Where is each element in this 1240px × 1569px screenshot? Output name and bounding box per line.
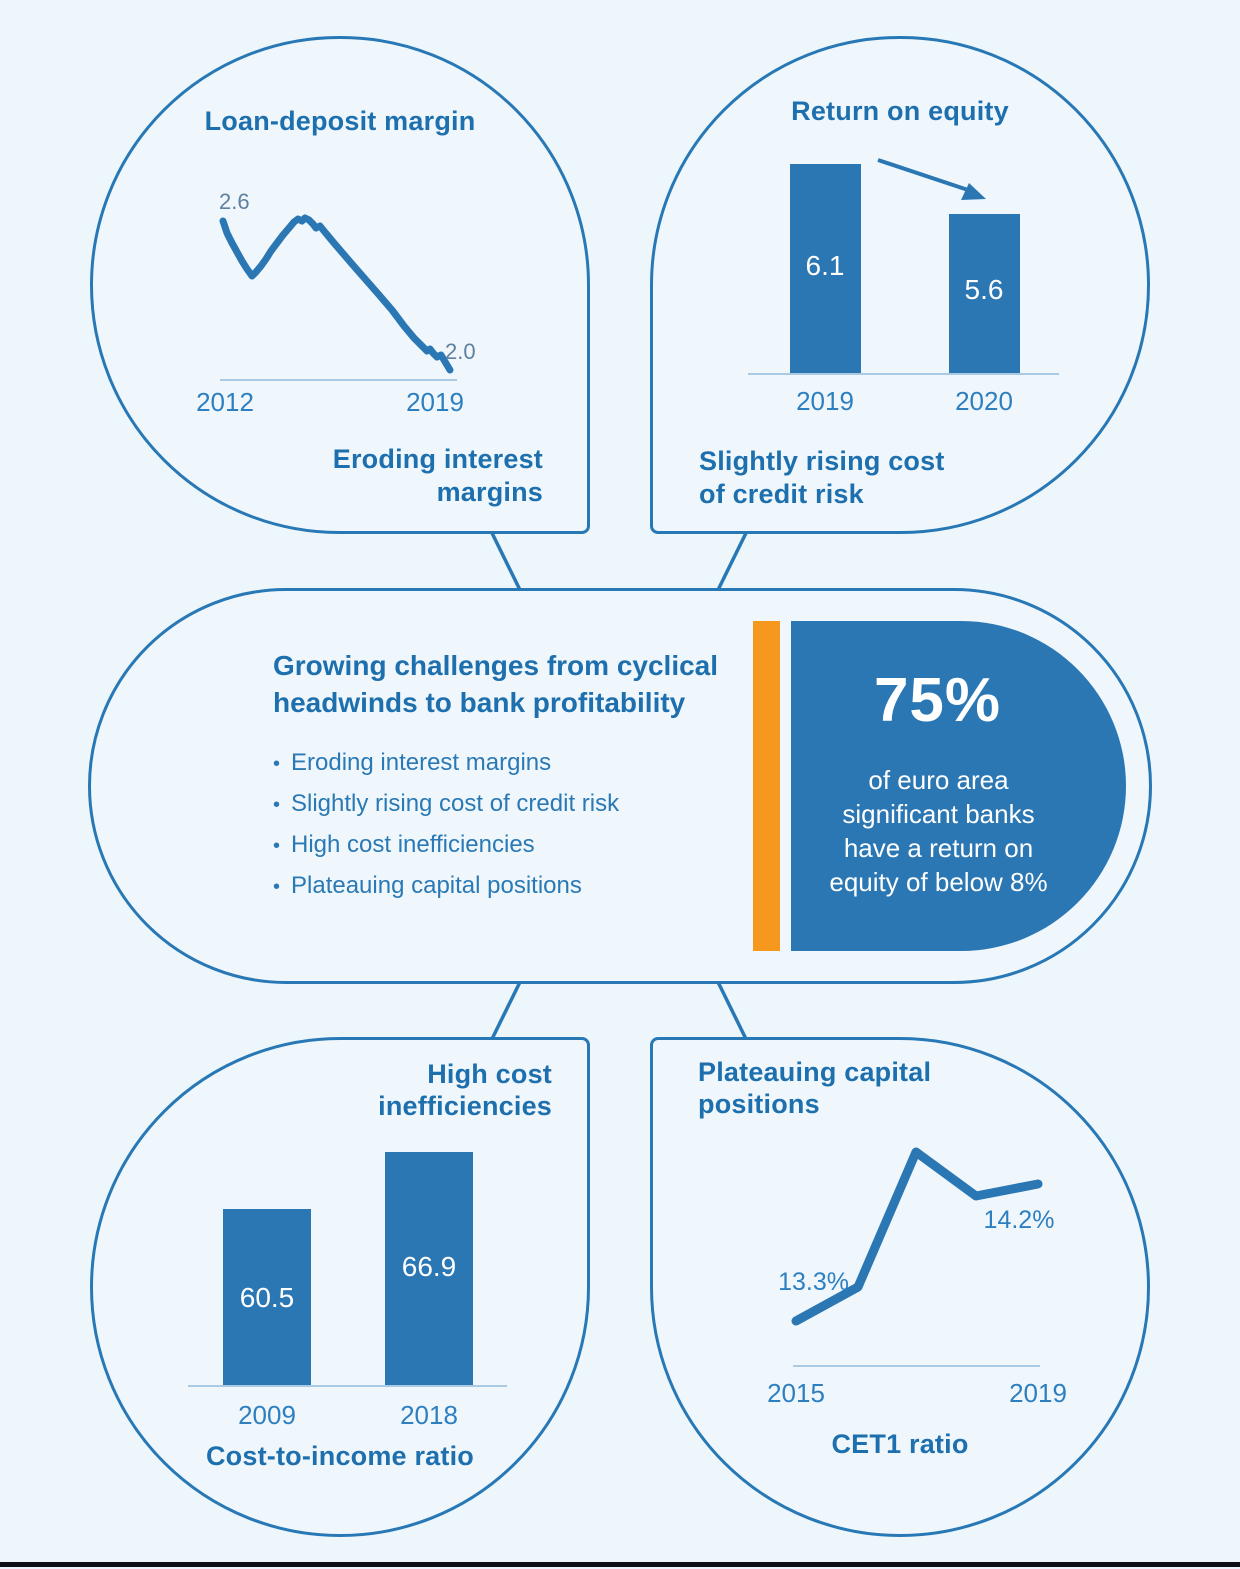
loan-deposit-tick-2012: 2012 (196, 387, 254, 417)
loan-deposit-line (219, 214, 454, 374)
bullet-dot-icon: • (273, 835, 281, 857)
bullet-capital-positions: • Plateauing capital positions (273, 866, 619, 907)
stat-description-line2: significant banks (842, 799, 1035, 829)
bubble-capital-positions: Plateauing capital positions 13.3% 14.2%… (650, 1037, 1150, 1537)
roe-bar-2019 (790, 164, 861, 374)
capital-title-line2: positions (698, 1089, 820, 1119)
bubble-loan-deposit-margin: Loan-deposit margin 2.6 2.0 2012 2019 Er… (90, 36, 590, 534)
capital-title: Plateauing capital positions (698, 1056, 931, 1120)
bubble-cost-inefficiencies: High cost inefficiencies 60.5 66.9 2009 … (90, 1037, 590, 1537)
roe-bar-2020-value: 5.6 (965, 274, 1004, 305)
roe-caption: Slightly rising cost of credit risk (699, 445, 945, 511)
cost-tick-2018: 2018 (400, 1400, 458, 1430)
center-title-line2: headwinds to bank profitability (273, 687, 686, 718)
stat-description-line3: have a return on (843, 833, 1034, 863)
orange-accent-bar (753, 621, 780, 951)
roe-caption-line2: of credit risk (699, 479, 864, 509)
loan-deposit-end-value: 2.0 (445, 339, 476, 364)
stat-value: 75% (873, 666, 1002, 735)
stat-description-line4: equity of below 8% (829, 867, 1048, 897)
cost-tick-2009: 2009 (238, 1400, 296, 1430)
bullet-dot-icon: • (273, 753, 281, 775)
roe-arrow-head (961, 183, 986, 200)
bubble-return-on-equity: Return on equity 6.1 5.6 2019 2020 Sligh… (650, 36, 1150, 534)
loan-deposit-caption: Eroding interest margins (333, 443, 543, 509)
center-title: Growing challenges from cyclical headwin… (273, 647, 718, 721)
cost-bar-2009 (223, 1209, 311, 1386)
center-summary-panel: Growing challenges from cyclical headwin… (88, 588, 1152, 984)
loan-deposit-title: Loan-deposit margin (204, 106, 476, 136)
bullet-eroding-margins: • Eroding interest margins (273, 743, 619, 784)
cost-title: High cost inefficiencies (378, 1058, 552, 1122)
capital-title-line1: Plateauing capital (698, 1057, 932, 1087)
bullet-dot-icon: • (273, 876, 281, 898)
cet1-line-chart: 13.3% 14.2% 2015 2019 (767, 1147, 1067, 1408)
connector-top-left (490, 532, 522, 591)
stat-description-line1: of euro area (868, 765, 1009, 795)
connector-top-right (716, 532, 748, 591)
roe-bar-2020 (949, 214, 1020, 374)
cost-bar-2018 (385, 1152, 473, 1386)
cost-bar-2009-value: 60.5 (240, 1282, 295, 1313)
cet1-mid-value: 13.3% (778, 1268, 849, 1296)
cost-title-line2: inefficiencies (378, 1091, 552, 1121)
connector-bottom-right (716, 981, 748, 1040)
cet1-tick-2015: 2015 (767, 1378, 825, 1408)
roe-bar-2019-value: 6.1 (806, 250, 845, 281)
bullet-dot-icon: • (273, 794, 281, 816)
roe-tick-2020: 2020 (955, 386, 1013, 416)
stat-description: of euro area significant banks have a re… (791, 763, 1086, 899)
cost-title-line1: High cost (427, 1059, 552, 1089)
cet1-line (791, 1147, 1043, 1326)
loan-deposit-caption-line1: Eroding interest (332, 444, 543, 474)
bullet-credit-risk: • Slightly rising cost of credit risk (273, 784, 619, 825)
roe-caption-line1: Slightly rising cost (699, 446, 945, 476)
roe-title: Return on equity (791, 96, 1009, 126)
loan-deposit-tick-2019: 2019 (406, 387, 464, 417)
roe-arrow-shaft (877, 158, 969, 192)
roe-bar-chart: 6.1 5.6 2019 2020 (748, 158, 1059, 416)
cost-bar-2018-value: 66.9 (402, 1251, 457, 1282)
cet1-tick-2019: 2019 (1009, 1378, 1067, 1408)
challenge-bullet-list: • Eroding interest margins • Slightly risi… (273, 743, 619, 907)
center-title-line1: Growing challenges from cyclical (273, 650, 719, 681)
loan-deposit-start-value: 2.6 (219, 189, 250, 214)
loan-deposit-caption-line2: margins (436, 477, 543, 507)
roe-tick-2019: 2019 (796, 386, 854, 416)
connector-bottom-left (490, 981, 522, 1040)
cet1-end-value: 14.2% (984, 1206, 1055, 1234)
cost-bar-chart: 60.5 66.9 2009 2018 (188, 1152, 507, 1430)
cost-caption: Cost-to-income ratio (205, 1441, 474, 1471)
loan-deposit-line-chart: 2.6 2.0 2012 2019 (196, 189, 476, 417)
bullet-cost-inefficiencies: • High cost inefficiencies (273, 825, 619, 866)
stat-highlight-shape: 75% of euro area significant banks have … (791, 621, 1126, 951)
capital-caption: CET1 ratio (831, 1429, 969, 1459)
page-bottom-rule (0, 1562, 1240, 1567)
